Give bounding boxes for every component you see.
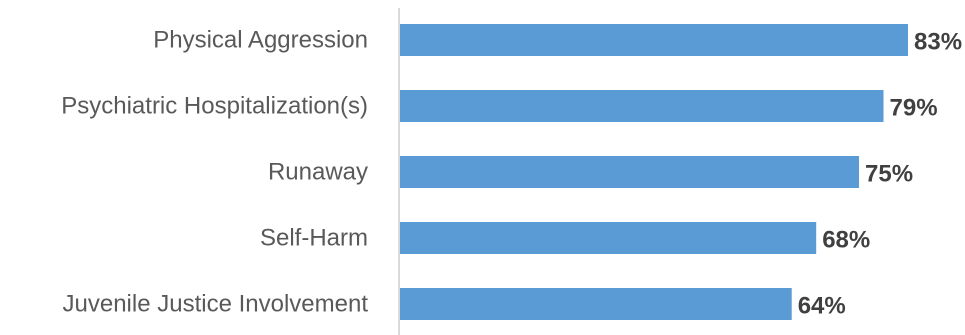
value-labels-group: 83% 79% 75% 68% 64% (798, 29, 962, 320)
bar-4 (400, 288, 792, 320)
value-label-2: 75% (865, 161, 913, 188)
category-label-3: Self-Harm (260, 225, 368, 252)
bars-group (400, 24, 908, 320)
category-label-1: Psychiatric Hospitalization(s) (61, 93, 368, 120)
category-label-4: Juvenile Justice Involvement (63, 291, 369, 318)
bar-2 (400, 156, 860, 188)
value-label-0: 83% (914, 29, 962, 56)
bar-1 (400, 90, 884, 122)
category-labels-group: Physical Aggression Psychiatric Hospitali… (61, 27, 368, 318)
value-label-1: 79% (890, 95, 938, 122)
value-label-3: 68% (822, 227, 870, 254)
category-label-2: Runaway (268, 159, 368, 186)
category-label-0: Physical Aggression (153, 27, 368, 54)
bar-0 (400, 24, 908, 56)
value-label-4: 64% (798, 293, 846, 320)
bar-3 (400, 222, 817, 254)
